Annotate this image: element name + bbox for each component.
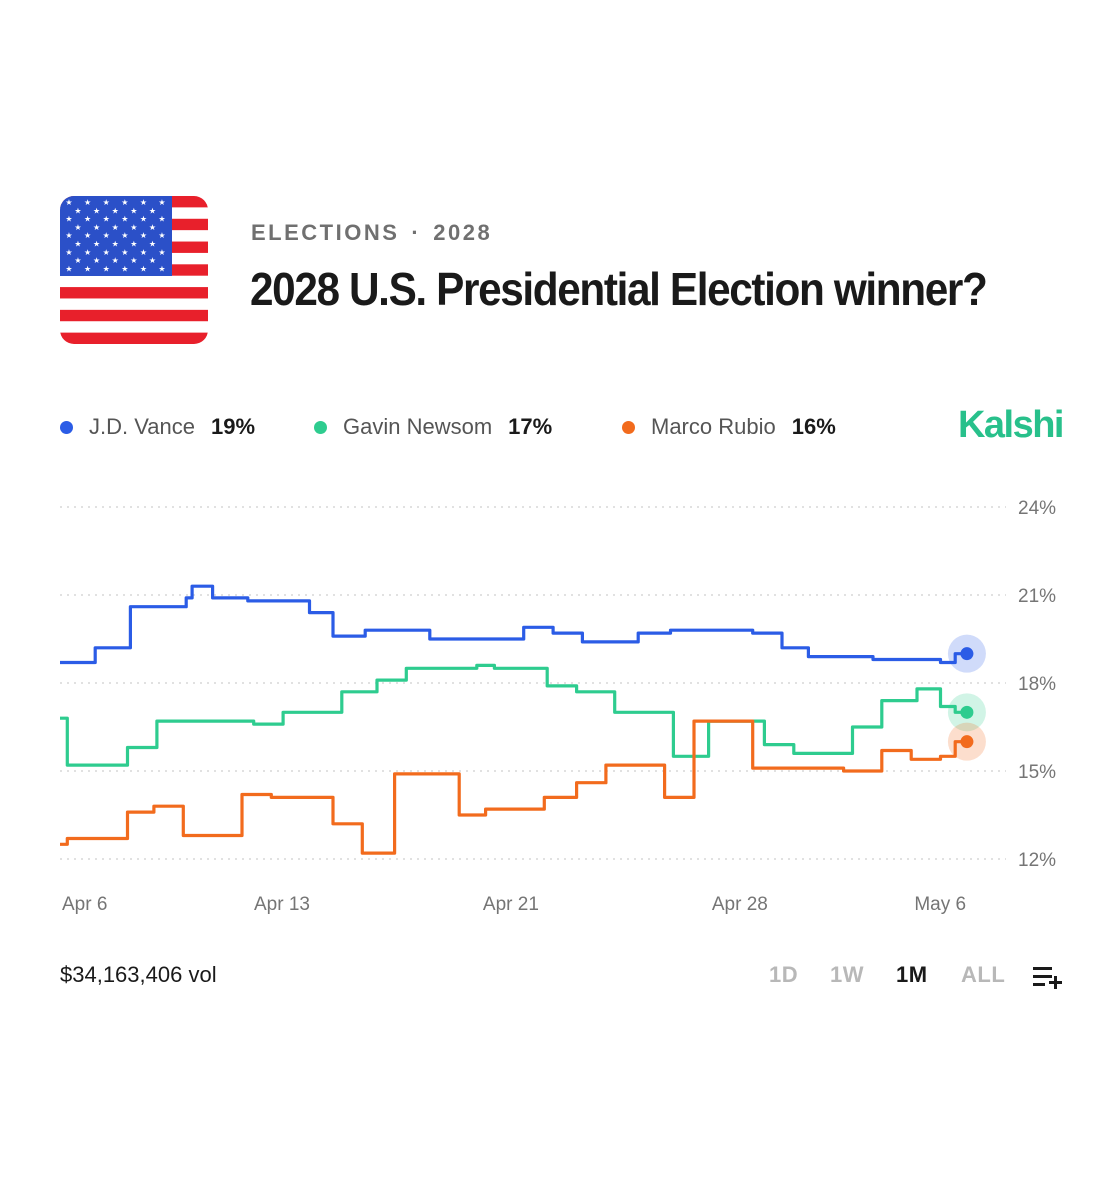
legend-item-vance[interactable]: J.D. Vance 19% (60, 412, 255, 442)
svg-text:★: ★ (84, 198, 91, 207)
svg-text:★: ★ (84, 231, 91, 240)
svg-text:★: ★ (149, 223, 156, 232)
svg-text:★: ★ (74, 240, 81, 249)
svg-text:★: ★ (103, 198, 110, 207)
x-tick-label: Apr 21 (483, 894, 539, 915)
series-line-j-d-vance (60, 584, 967, 665)
legend-pct: 16% (791, 414, 836, 439)
legend-dot-vance (60, 420, 73, 434)
legend-dot-rubio (622, 420, 635, 434)
range-1m-button[interactable]: 1M (896, 962, 928, 987)
legend-pct: 17% (508, 414, 553, 439)
x-tick-label: Apr 13 (254, 894, 310, 915)
legend-name: Marco Rubio (651, 414, 776, 439)
range-1w-button[interactable]: 1W (830, 962, 864, 987)
svg-text:★: ★ (140, 231, 147, 240)
svg-text:★: ★ (93, 256, 100, 265)
svg-text:★: ★ (74, 256, 81, 265)
series-line-gavin-newsom (60, 663, 967, 767)
svg-text:★: ★ (130, 223, 137, 232)
kalshi-logo: Kalshi (957, 404, 1065, 446)
legend-pct: 19% (210, 414, 256, 439)
svg-text:★: ★ (65, 231, 72, 240)
svg-text:★: ★ (103, 248, 110, 257)
volume-text: $34,163,406 vol (60, 962, 217, 987)
legend-dot-newsom (314, 420, 327, 434)
legend-name: J.D. Vance (89, 414, 195, 439)
svg-text:★: ★ (93, 240, 100, 249)
svg-text:★: ★ (130, 256, 137, 265)
svg-text:★: ★ (158, 264, 165, 273)
svg-text:★: ★ (149, 256, 156, 265)
x-tick-label: Apr 6 (62, 894, 107, 915)
svg-text:★: ★ (130, 240, 137, 249)
category-year: 2028 (433, 220, 493, 245)
svg-text:★: ★ (140, 215, 147, 224)
svg-text:★: ★ (74, 223, 81, 232)
svg-text:★: ★ (84, 215, 91, 224)
svg-text:★: ★ (121, 231, 128, 240)
svg-text:★: ★ (158, 198, 165, 207)
range-all-button[interactable]: ALL (961, 962, 1006, 987)
svg-text:★: ★ (65, 215, 72, 224)
svg-text:★: ★ (149, 206, 156, 215)
legend-item-newsom[interactable]: Gavin Newsom 17% (314, 412, 552, 442)
svg-text:★: ★ (74, 206, 81, 215)
x-tick-label: May 6 (914, 894, 966, 915)
svg-text:★: ★ (103, 264, 110, 273)
y-tick-label: 12% (1018, 850, 1056, 871)
svg-text:★: ★ (112, 240, 119, 249)
range-1d-button[interactable]: 1D (769, 962, 799, 987)
legend-item-rubio[interactable]: Marco Rubio 16% (622, 412, 836, 442)
svg-text:★: ★ (140, 248, 147, 257)
svg-text:★: ★ (158, 231, 165, 240)
add-to-list-icon[interactable] (1032, 964, 1064, 990)
svg-text:★: ★ (140, 264, 147, 273)
svg-text:★: ★ (112, 206, 119, 215)
category-separator: · (411, 220, 422, 245)
svg-text:★: ★ (65, 264, 72, 273)
endpoint-dot (960, 705, 974, 719)
endpoint-dot (960, 735, 974, 749)
svg-text:★: ★ (158, 248, 165, 257)
price-chart: 24% 21% 18% 15% 12% Apr 6 Apr 13 Apr 21 Apr 28 Ma… (60, 498, 1056, 915)
y-tick-label: 24% (1018, 498, 1056, 519)
endpoint-dot (960, 647, 974, 661)
y-tick-label: 18% (1018, 674, 1056, 695)
svg-text:★: ★ (140, 198, 147, 207)
svg-text:★: ★ (112, 256, 119, 265)
svg-text:★: ★ (103, 215, 110, 224)
us-flag-icon: ★ ★ ★ ★ ★ ★★ ★ ★ ★ ★★ ★ ★ ★ ★ ★★ ★ ★ ★ ★★ ★ ★ ★ ★ ★★ ★ ★ ★ ★★ ★ ★ ★ ★ ★★… (60, 196, 208, 344)
svg-text:★: ★ (84, 264, 91, 273)
y-tick-label: 21% (1018, 586, 1056, 607)
svg-text:★: ★ (93, 223, 100, 232)
svg-text:★: ★ (121, 215, 128, 224)
svg-text:★: ★ (149, 240, 156, 249)
svg-text:★: ★ (121, 248, 128, 257)
svg-text:★: ★ (103, 231, 110, 240)
svg-text:★: ★ (130, 206, 137, 215)
category-text: ELECTIONS (251, 220, 400, 245)
legend-name: Gavin Newsom (343, 414, 493, 439)
svg-text:★: ★ (121, 198, 128, 207)
page-title: 2028 U.S. Presidential Election winner? (250, 263, 988, 315)
x-tick-label: Apr 28 (712, 894, 768, 915)
series-line-marco-rubio (60, 719, 967, 855)
category-label: ELECTIONS · 2028 (251, 220, 492, 246)
svg-text:★: ★ (93, 206, 100, 215)
y-tick-label: 15% (1018, 762, 1056, 783)
svg-text:★: ★ (158, 215, 165, 224)
svg-text:★: ★ (65, 198, 72, 207)
svg-text:★: ★ (65, 248, 72, 257)
svg-text:★: ★ (121, 264, 128, 273)
svg-text:★: ★ (84, 248, 91, 257)
svg-text:★: ★ (112, 223, 119, 232)
